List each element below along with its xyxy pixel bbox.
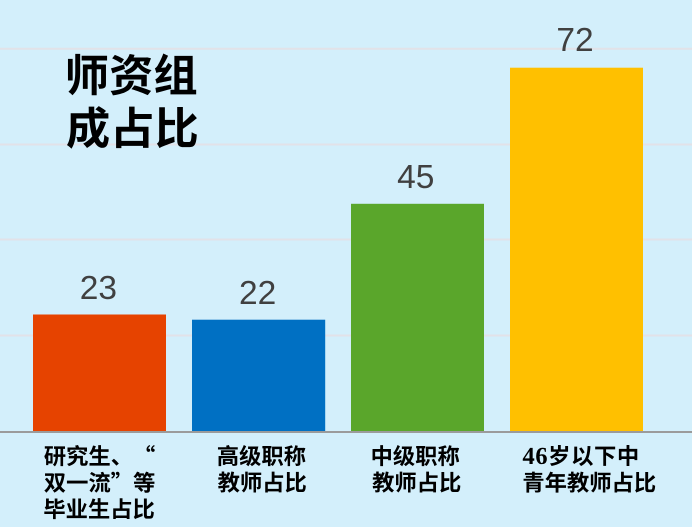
svg-text:45: 45 (397, 159, 434, 196)
svg-text:72: 72 (556, 22, 593, 59)
svg-text:23: 23 (80, 270, 117, 307)
svg-text:22: 22 (239, 275, 276, 312)
